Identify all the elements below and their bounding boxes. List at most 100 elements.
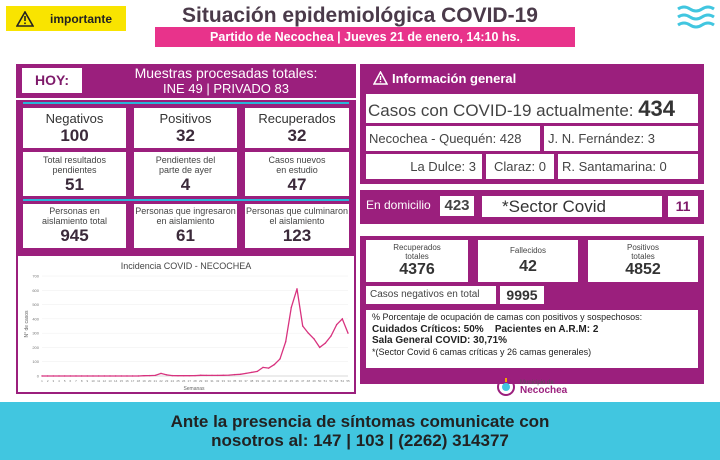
stat-value: 51 <box>65 175 84 194</box>
chart-xtick-label: 15 <box>120 379 124 383</box>
chart-point <box>330 335 332 337</box>
chart-xtick-label: 48 <box>307 379 311 383</box>
chart-point <box>182 375 185 377</box>
positivos-cell: Positivos 32 <box>134 108 237 148</box>
sector-value: 11 <box>668 196 698 217</box>
chart-xtick-label: 28 <box>193 379 197 383</box>
chart-point <box>69 375 72 377</box>
chart-point <box>188 375 191 377</box>
recuperados-totales-label: Recuperados totales <box>393 243 441 261</box>
chart-point <box>75 375 77 377</box>
chart-series-line <box>42 288 349 377</box>
chart-point <box>239 373 242 375</box>
hoy-panel: HOY: Muestras procesadas totales: INE 49… <box>16 64 356 98</box>
footer-text: Ante la presencia de síntomas comunicate… <box>0 412 720 450</box>
stat-value: 47 <box>287 175 307 194</box>
chart-point <box>199 374 202 376</box>
stat-value: 32 <box>176 126 195 145</box>
chart-xtick-label: 5 <box>64 379 66 383</box>
chart-xtick-label: 26 <box>182 379 186 383</box>
chart-point <box>216 374 219 377</box>
chart-ytick-label: 500 <box>32 302 39 307</box>
necochea-quequen: Necochea - Quequén: 428 <box>366 126 540 151</box>
chart-point <box>279 358 281 360</box>
chart-point <box>177 375 179 377</box>
chart-point <box>148 374 151 377</box>
chart-point <box>267 367 270 369</box>
chart-xtick-label: 31 <box>210 379 214 383</box>
chart-xtick-label: 54 <box>341 379 345 383</box>
chart-point <box>58 375 60 377</box>
fallecidos-label: Fallecidos <box>509 246 546 255</box>
pendientes-total-cell: Total resultados pendientes 51 <box>23 152 126 196</box>
chart-point <box>103 375 106 377</box>
pendientes-ayer-cell: Pendientes del parte de ayer 4 <box>134 152 237 196</box>
chart-xtick-label: 21 <box>154 379 158 383</box>
divider <box>23 102 349 104</box>
chart-point <box>63 375 66 377</box>
chart-xtick-label: 24 <box>171 379 175 383</box>
chart-point <box>273 363 276 366</box>
chart-point <box>80 375 83 377</box>
chart-xtick-label: 35 <box>233 379 237 383</box>
chart-xtick-label: 3 <box>52 379 54 383</box>
chart-xtick-label: 30 <box>205 379 209 383</box>
chart-xtick-label: 9 <box>86 379 88 383</box>
chart-xtick-label: 20 <box>148 379 152 383</box>
chart-point <box>233 373 236 376</box>
chart-point <box>97 375 100 377</box>
negativos-total-value: 9995 <box>500 286 544 304</box>
stat-label: Personas en aislamiento total <box>41 206 108 226</box>
chart-point <box>165 374 168 376</box>
camas-box: % Porcentaje de ocupación de camas con p… <box>366 310 698 368</box>
aislamiento-total-cell: Personas en aislamiento total 945 <box>23 204 126 248</box>
chart-point <box>318 346 321 349</box>
camas-line: % Porcentaje de ocupación de camas con p… <box>372 312 643 322</box>
waves-icon <box>677 5 715 29</box>
chart-xtick-label: 34 <box>227 379 231 383</box>
chart-ytick-label: 700 <box>32 274 39 279</box>
chart-point <box>194 374 196 377</box>
chart-point <box>211 374 213 377</box>
chart-ylabel: N° de casos <box>24 310 30 338</box>
la-dulce: La Dulce: 3 <box>366 154 482 179</box>
stat-value: 32 <box>287 126 307 145</box>
pacientes-arm: Pacientes en A.R.M: 2 <box>494 323 599 335</box>
recuperados-totales-value: 4376 <box>399 261 435 278</box>
negativos-total-label: Casos negativos en total <box>366 286 496 304</box>
chart-point <box>171 374 174 377</box>
recuperados-cell: Recuperados 32 <box>245 108 349 148</box>
muestras-value: INE 49 | PRIVADO 83 <box>163 81 289 96</box>
chart-point <box>41 375 43 377</box>
chart-point <box>92 375 94 377</box>
stat-label: Negativos <box>45 111 104 126</box>
incidencia-chart: Incidencia COVID - NECOCHEA N° de casos … <box>16 254 356 394</box>
chart-point <box>46 375 49 377</box>
chart-xtick-label: 7 <box>75 379 77 383</box>
domicilio-value: 423 <box>440 196 474 216</box>
chart-ytick-label: 600 <box>32 288 39 293</box>
casos-actuales: Casos con COVID-19 actualmente: 434 <box>366 94 698 123</box>
stat-label: Recuperados <box>258 111 336 126</box>
chart-point <box>131 375 134 377</box>
stat-label: Personas que culminaron el aislamiento <box>245 206 349 226</box>
warning-icon <box>373 71 388 85</box>
divider <box>23 199 349 201</box>
stat-label: Positivos <box>159 111 212 126</box>
chart-xtick-label: 6 <box>69 379 71 383</box>
chart-point <box>324 342 327 344</box>
chart-point <box>335 323 338 326</box>
chart-xtick-label: 55 <box>346 379 350 383</box>
stats-panel: Negativos 100 Positivos 32 Recuperados 3… <box>16 100 356 350</box>
chart-xtick-label: 38 <box>250 379 254 383</box>
chart-point <box>301 325 304 327</box>
chart-xtick-label: 10 <box>91 379 95 383</box>
warning-icon <box>16 10 34 27</box>
chart-xtick-label: 36 <box>239 379 243 383</box>
stat-label: Personas que ingresaron en aislamiento <box>135 206 236 226</box>
chart-point <box>245 372 247 375</box>
chart-ytick-label: 300 <box>32 331 39 336</box>
casos-actuales-value: 434 <box>638 96 675 121</box>
chart-point <box>137 375 140 377</box>
stat-value: 4 <box>180 175 191 194</box>
